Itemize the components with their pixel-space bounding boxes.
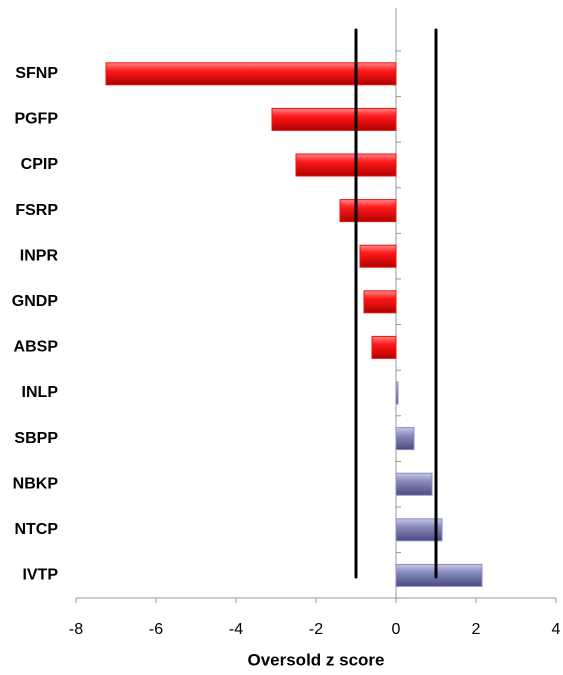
bar xyxy=(105,62,397,86)
bar xyxy=(371,335,397,359)
bar xyxy=(395,518,443,542)
y-tick-label: SBPP xyxy=(14,430,58,447)
bar xyxy=(271,107,397,131)
x-tick-label: 2 xyxy=(472,621,481,638)
x-axis-title: Oversold z score xyxy=(247,650,384,669)
bar xyxy=(395,472,433,496)
x-tick-label: -2 xyxy=(309,621,323,638)
y-tick-label: NBKP xyxy=(13,475,59,492)
x-tick-label: -6 xyxy=(149,621,163,638)
x-tick-label: -8 xyxy=(69,621,83,638)
y-tick-label: IVTP xyxy=(22,567,58,584)
bar xyxy=(395,427,415,451)
bar xyxy=(395,381,399,405)
y-tick-label: CPIP xyxy=(21,156,59,173)
y-tick-label: INLP xyxy=(22,384,59,401)
y-tick-label: PGFP xyxy=(14,111,58,128)
bar xyxy=(395,563,483,587)
bar xyxy=(295,153,397,177)
x-tick-label: -4 xyxy=(229,621,243,638)
bar xyxy=(339,199,397,223)
y-tick-label: INPR xyxy=(20,247,59,264)
y-tick-label: NTCP xyxy=(14,521,58,538)
y-tick-label: ABSP xyxy=(14,339,59,356)
y-tick-label: GNDP xyxy=(12,293,59,310)
x-tick-label: 4 xyxy=(552,621,561,638)
bar xyxy=(359,244,397,268)
x-tick-label: 0 xyxy=(392,621,401,638)
y-tick-label: FSRP xyxy=(15,202,58,219)
bar xyxy=(363,290,397,314)
y-tick-label: SFNP xyxy=(15,65,58,82)
